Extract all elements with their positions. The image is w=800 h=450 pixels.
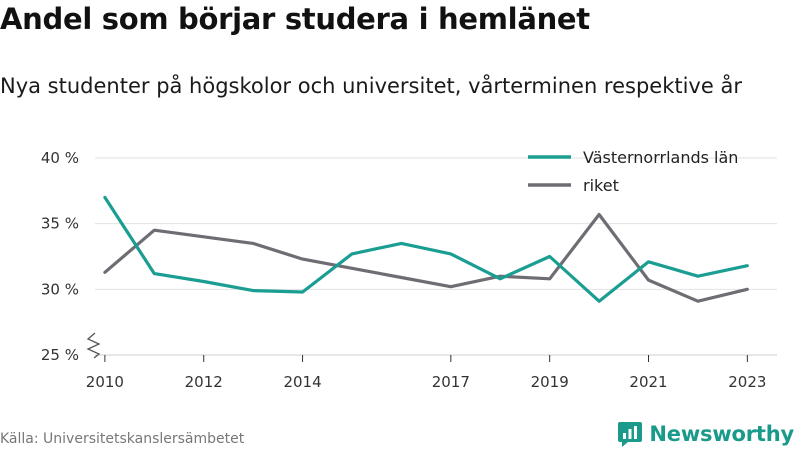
legend-label: riket [583,176,619,195]
line-chart: 25 % 30 % 35 % 40 % 2010 2012 2014 2017 2019 202… [41,148,777,391]
chart-title: Andel som börjar studera i hemlänet [0,2,590,36]
newsworthy-logo-icon [618,422,643,447]
x-tick-label: 2014 [283,373,321,391]
x-axis-ticks: 2010 2012 2014 2017 2019 2021 2023 [86,355,766,391]
series-line [103,195,749,303]
series-line [103,212,749,303]
series-lines [103,195,749,303]
brand-name: Newsworthy [649,422,794,446]
legend: Västernorrlands län riket [528,148,738,195]
y-tick-label: 30 % [41,280,79,298]
brand-logo: Newsworthy [617,420,794,448]
y-tick-label: 40 % [41,149,79,167]
y-tick-label: 25 % [41,346,79,364]
legend-label: Västernorrlands län [583,148,738,167]
x-tick-label: 2012 [185,373,223,391]
y-tick-label: 35 % [41,215,79,233]
chart-subtitle: Nya studenter på högskolor och universit… [0,74,742,98]
gridlines [95,157,777,356]
x-tick-label: 2017 [432,373,470,391]
x-tick-label: 2010 [86,373,124,391]
axis-break-icon [86,332,101,359]
x-tick-label: 2023 [728,373,766,391]
axis-break-mark [86,332,101,359]
x-tick-label: 2021 [629,373,667,391]
x-tick-label: 2019 [531,373,569,391]
y-axis-ticks: 25 % 30 % 35 % 40 % [41,149,79,364]
source-note: Källa: Universitetskanslersämbetet [0,431,245,447]
